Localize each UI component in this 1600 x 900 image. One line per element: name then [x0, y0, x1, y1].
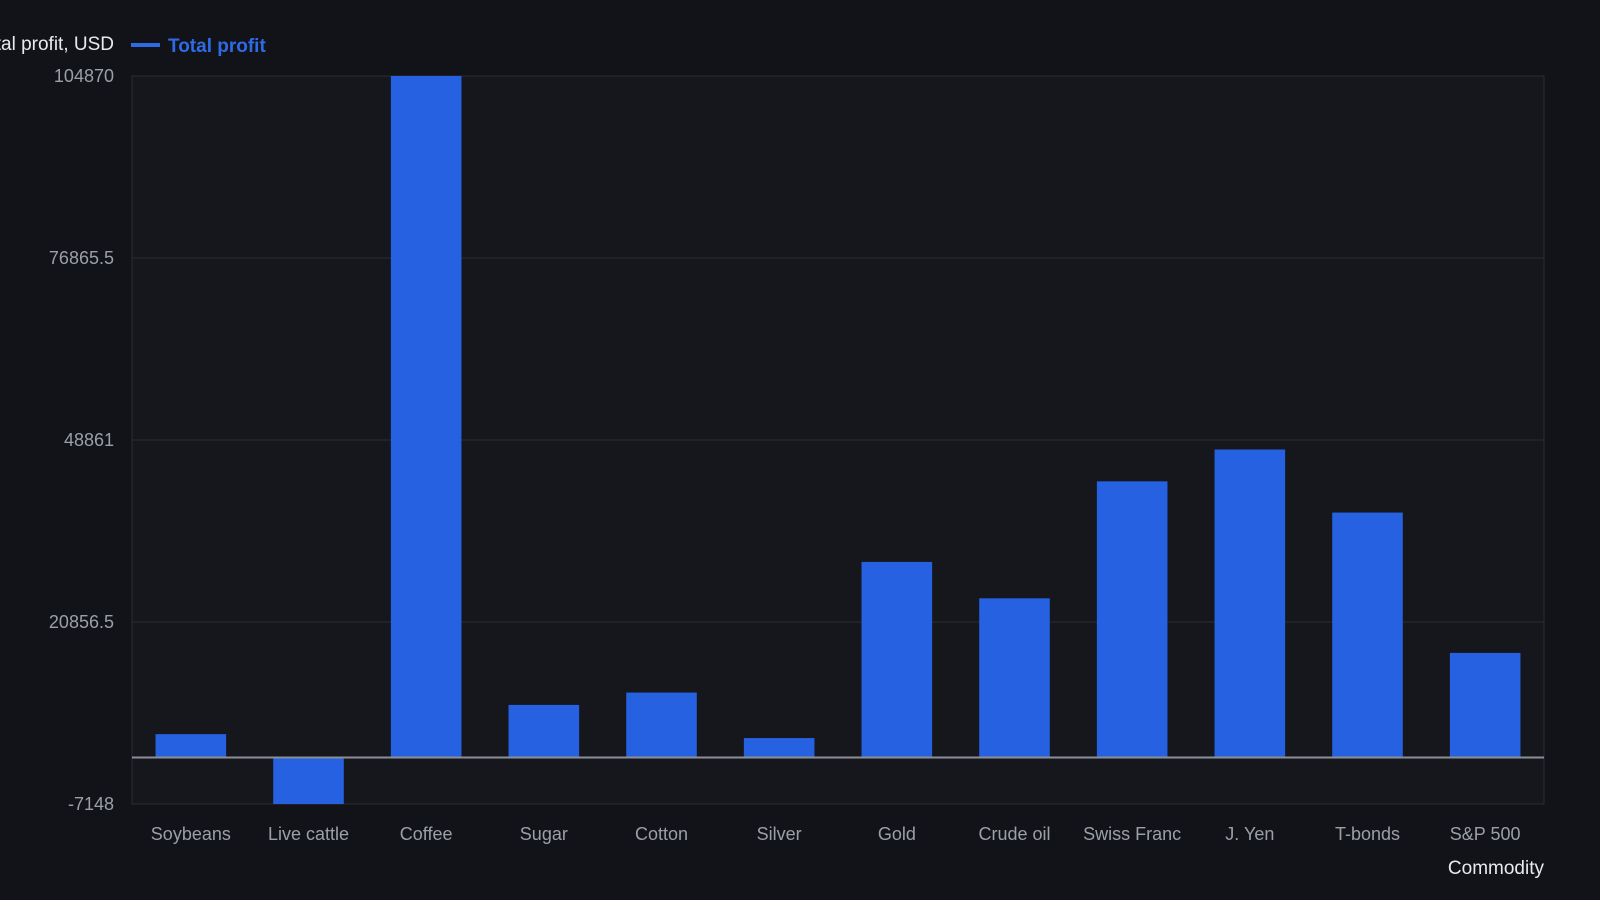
y-axis-label: Total profit, USD — [0, 34, 114, 55]
x-axis-ticks: Soybeans Live cattle Coffee Sugar Cotton Silv… — [151, 824, 1521, 844]
x-axis-label: Commodity — [1448, 858, 1545, 879]
x-tick-label: T-bonds — [1335, 824, 1400, 844]
x-tick-label: Swiss Franc — [1083, 824, 1181, 844]
bar-swiss-franc[interactable] — [1096, 481, 1168, 758]
x-tick-label: Live cattle — [268, 824, 349, 844]
bar-live-cattle[interactable] — [273, 757, 344, 804]
x-tick-label: Silver — [757, 824, 802, 844]
bar-coffee[interactable] — [390, 76, 462, 758]
x-tick-label: J. Yen — [1225, 824, 1274, 844]
x-tick-label: Gold — [878, 824, 916, 844]
y-axis-ticks: 104870 76865.5 48861 20856.5 -7148 — [49, 66, 114, 814]
legend-entry-total-profit[interactable]: Total profit — [168, 36, 266, 57]
x-tick-label: Cotton — [635, 824, 688, 844]
x-tick-label: Soybeans — [151, 824, 231, 844]
y-tick-label: 76865.5 — [49, 248, 114, 268]
x-tick-label: Crude oil — [978, 824, 1050, 844]
bar-crude-oil[interactable] — [979, 598, 1050, 758]
x-tick-label: Coffee — [400, 824, 453, 844]
y-tick-label: 48861 — [64, 430, 114, 450]
y-tick-label: 20856.5 — [49, 612, 114, 632]
bar-j-yen[interactable] — [1214, 449, 1286, 758]
bar-gold[interactable] — [861, 561, 933, 758]
bar-silver[interactable] — [743, 738, 815, 758]
bar-sugar[interactable] — [508, 704, 580, 758]
bar-soybeans[interactable] — [155, 734, 227, 758]
bars — [155, 76, 1521, 804]
y-tick-label: -7148 — [68, 794, 114, 814]
x-tick-label: Sugar — [520, 824, 568, 844]
bar-cotton[interactable] — [626, 692, 697, 758]
y-tick-label: 104870 — [54, 66, 114, 86]
bar-t-bonds[interactable] — [1332, 512, 1403, 758]
x-tick-label: S&P 500 — [1450, 824, 1521, 844]
grid-lines — [132, 257, 1544, 623]
bar-s-p-500[interactable] — [1449, 652, 1521, 758]
